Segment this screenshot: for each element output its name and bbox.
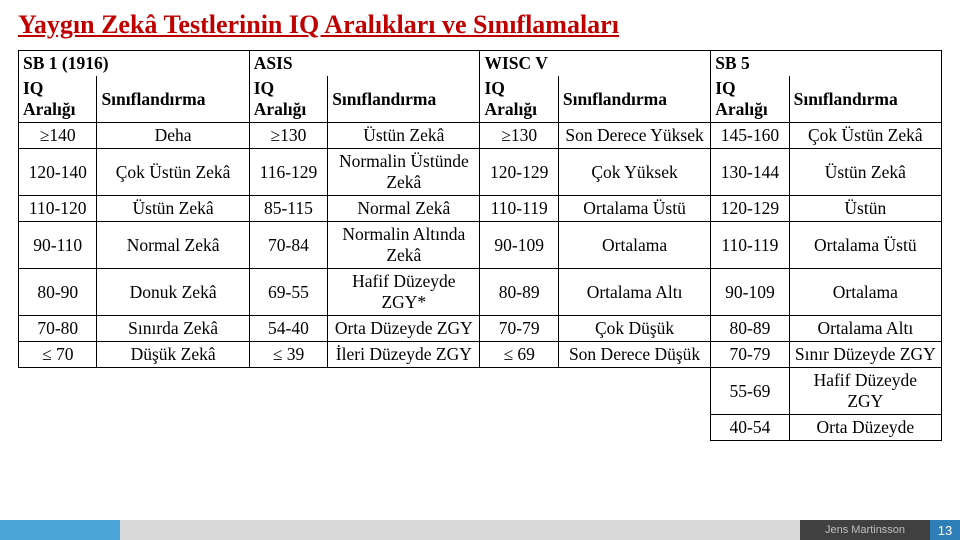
table-cell: 145-160 <box>711 123 789 149</box>
table-cell <box>19 415 97 441</box>
footer-page: 13 <box>930 520 960 540</box>
sub-sb1-iq: IQ Aralığı <box>19 76 97 123</box>
table-cell <box>97 368 249 415</box>
table-cell <box>480 368 558 415</box>
sub-asis-iq: IQ Aralığı <box>249 76 327 123</box>
table-cell: Normal Zekâ <box>97 222 249 269</box>
table-cell: Orta Düzeyde <box>789 415 941 441</box>
table-cell: İleri Düzeyde ZGY <box>328 342 480 368</box>
footer-author: Jens Martinsson <box>800 520 930 540</box>
hdr-asis: ASIS <box>249 51 480 77</box>
table-cell: ≤ 69 <box>480 342 558 368</box>
table-cell: Ortalama Altı <box>558 269 710 316</box>
sub-sb1-cls: Sınıflandırma <box>97 76 249 123</box>
table-cell: 90-109 <box>480 222 558 269</box>
table-cell: ≥130 <box>249 123 327 149</box>
table-cell: 90-109 <box>711 269 789 316</box>
table-cell: 110-119 <box>711 222 789 269</box>
footer-accent <box>0 520 120 540</box>
hdr-sb5: SB 5 <box>711 51 942 77</box>
table-cell: 55-69 <box>711 368 789 415</box>
table-cell: Donuk Zekâ <box>97 269 249 316</box>
table-cell: 130-144 <box>711 149 789 196</box>
table-cell: ≤ 70 <box>19 342 97 368</box>
table-cell: 80-89 <box>711 316 789 342</box>
table-cell: Üstün Zekâ <box>97 196 249 222</box>
table-cell: 80-89 <box>480 269 558 316</box>
footer-mid <box>120 520 800 540</box>
table-cell: ≤ 39 <box>249 342 327 368</box>
table-cell: Ortalama Üstü <box>558 196 710 222</box>
table-cell: Son Derece Yüksek <box>558 123 710 149</box>
table-cell: Üstün Zekâ <box>789 149 941 196</box>
iq-table: SB 1 (1916) ASIS WISC V SB 5 IQ Aralığı … <box>18 50 942 441</box>
table-cell: Normalin Üstünde Zekâ <box>328 149 480 196</box>
page-title: Yaygın Zekâ Testlerinin IQ Aralıkları ve… <box>18 10 942 40</box>
table-cell: Düşük Zekâ <box>97 342 249 368</box>
table-cell <box>19 368 97 415</box>
table-cell: Çok Yüksek <box>558 149 710 196</box>
sub-wisc-iq: IQ Aralığı <box>480 76 558 123</box>
table-cell: Ortalama <box>789 269 941 316</box>
sub-sb5-iq: IQ Aralığı <box>711 76 789 123</box>
table-cell: 120-140 <box>19 149 97 196</box>
table-cell: 110-119 <box>480 196 558 222</box>
table-cell: Deha <box>97 123 249 149</box>
hdr-sb1: SB 1 (1916) <box>19 51 250 77</box>
sub-asis-cls: Sınıflandırma <box>328 76 480 123</box>
table-cell: Hafif Düzeyde ZGY* <box>328 269 480 316</box>
table-cell: Ortalama Altı <box>789 316 941 342</box>
table-cell: 110-120 <box>19 196 97 222</box>
table-cell: 70-79 <box>480 316 558 342</box>
table-cell <box>97 415 249 441</box>
table-cell: Üstün Zekâ <box>328 123 480 149</box>
table-cell: 85-115 <box>249 196 327 222</box>
table-cell: Sınır Düzeyde ZGY <box>789 342 941 368</box>
table-cell <box>249 415 327 441</box>
table-cell: Normalin Altında Zekâ <box>328 222 480 269</box>
table-cell: ≥140 <box>19 123 97 149</box>
table-cell: 120-129 <box>711 196 789 222</box>
table-cell: 116-129 <box>249 149 327 196</box>
table-cell: Ortalama <box>558 222 710 269</box>
table-cell: ≥130 <box>480 123 558 149</box>
footer: Jens Martinsson 13 <box>0 520 960 540</box>
table-cell: 120-129 <box>480 149 558 196</box>
table-cell: Son Derece Düşük <box>558 342 710 368</box>
table-cell: Normal Zekâ <box>328 196 480 222</box>
table-cell: Ortalama Üstü <box>789 222 941 269</box>
table-cell: Orta Düzeyde ZGY <box>328 316 480 342</box>
hdr-wisc: WISC V <box>480 51 711 77</box>
table-cell: 90-110 <box>19 222 97 269</box>
table-cell: 70-79 <box>711 342 789 368</box>
table-cell: Hafif Düzeyde ZGY <box>789 368 941 415</box>
table-cell <box>328 368 480 415</box>
table-cell <box>249 368 327 415</box>
table-cell: 70-80 <box>19 316 97 342</box>
table-cell <box>480 415 558 441</box>
sub-sb5-cls: Sınıflandırma <box>789 76 941 123</box>
table-cell: Sınırda Zekâ <box>97 316 249 342</box>
table-cell: Çok Üstün Zekâ <box>97 149 249 196</box>
table-cell: 69-55 <box>249 269 327 316</box>
table-cell: 70-84 <box>249 222 327 269</box>
table-cell: Çok Düşük <box>558 316 710 342</box>
table-cell: Üstün <box>789 196 941 222</box>
table-cell <box>558 368 710 415</box>
table-cell: 80-90 <box>19 269 97 316</box>
table-cell <box>558 415 710 441</box>
sub-wisc-cls: Sınıflandırma <box>558 76 710 123</box>
table-cell: 54-40 <box>249 316 327 342</box>
table-cell: 40-54 <box>711 415 789 441</box>
table-cell <box>328 415 480 441</box>
table-cell: Çok Üstün Zekâ <box>789 123 941 149</box>
